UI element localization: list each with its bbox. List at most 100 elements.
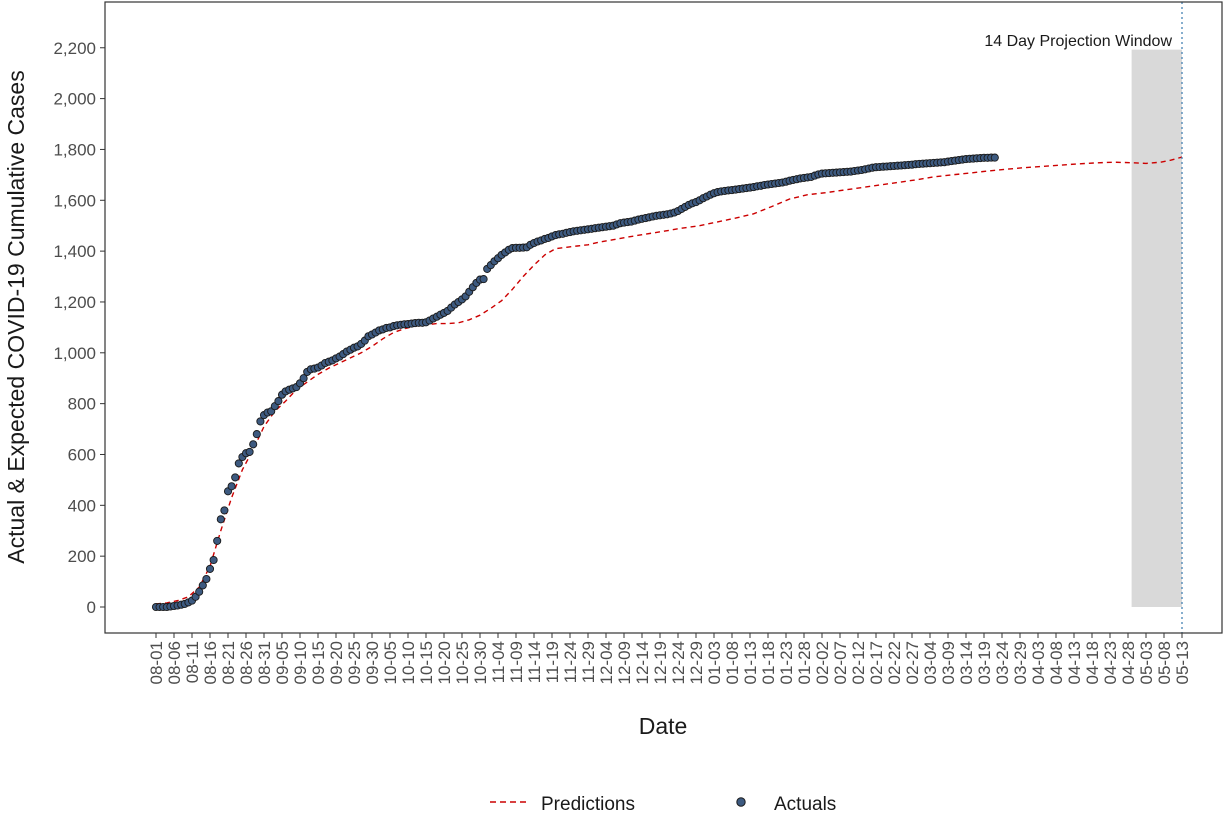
x-tick-label: 09-05 — [273, 641, 292, 684]
x-tick-label: 03-04 — [921, 641, 940, 684]
predictions-line — [155, 156, 1183, 605]
x-tick-label: 08-01 — [147, 641, 166, 684]
x-tick-label: 01-18 — [759, 641, 778, 684]
x-tick-label: 11-04 — [489, 641, 508, 683]
y-tick-label: 2,000 — [53, 90, 96, 109]
y-tick-label: 1,600 — [53, 191, 96, 210]
x-tick-label: 12-09 — [615, 641, 634, 684]
y-tick-label: 400 — [68, 496, 96, 515]
x-tick-label: 11-29 — [579, 641, 598, 683]
y-tick-label: 0 — [87, 598, 96, 617]
legend-actuals-label: Actuals — [774, 794, 836, 814]
x-tick-label: 01-03 — [705, 641, 724, 684]
x-tick-label: 04-08 — [1047, 641, 1066, 684]
y-tick-label: 800 — [68, 395, 96, 414]
x-tick-label: 02-12 — [849, 641, 868, 684]
projection-window-layer — [1131, 49, 1182, 607]
x-tick-label: 04-03 — [1029, 641, 1048, 684]
x-tick-label: 04-13 — [1065, 641, 1084, 684]
x-tick-label: 09-30 — [363, 641, 382, 684]
x-tick-label: 09-20 — [327, 641, 346, 684]
x-tick-label: 01-23 — [777, 641, 796, 684]
x-tick-label: 10-10 — [399, 641, 418, 684]
actuals-point — [227, 482, 236, 491]
x-tick-label: 08-06 — [165, 641, 184, 684]
x-tick-label: 08-16 — [201, 641, 220, 684]
y-axis: 0 200 400 600 800 1,000 1,200 1,400 1,600 1,800 2,… — [53, 39, 105, 617]
actuals-point — [249, 440, 258, 449]
y-axis-title: Actual & Expected COVID-19 Cumulative Ca… — [3, 70, 29, 563]
actuals-point — [479, 275, 488, 284]
x-tick-label: 01-28 — [795, 641, 814, 684]
actuals-point — [990, 153, 999, 162]
x-tick-label: 11-24 — [561, 641, 580, 683]
x-tick-label: 09-25 — [345, 641, 364, 684]
y-tick-label: 200 — [68, 547, 96, 566]
x-tick-label: 12-04 — [597, 641, 616, 684]
x-axis-title: Date — [639, 713, 688, 739]
x-tick-label: 03-19 — [975, 641, 994, 684]
legend-actuals-key — [736, 797, 746, 807]
actuals-point — [205, 564, 215, 573]
actuals-point — [234, 459, 243, 468]
x-tick-label: 04-28 — [1119, 641, 1138, 684]
actuals-point — [209, 555, 218, 565]
y-tick-label: 1,400 — [53, 242, 96, 261]
actuals-point — [299, 374, 308, 383]
y-tick-label: 1,800 — [53, 140, 96, 159]
x-tick-label: 03-14 — [957, 641, 976, 684]
y-tick-label: 1,200 — [53, 293, 96, 312]
predictions-layer — [155, 156, 1183, 605]
legend-predictions-label: Predictions — [541, 794, 635, 814]
x-tick-label: 09-15 — [309, 641, 328, 684]
x-tick-label: 10-20 — [435, 641, 454, 684]
projection-window-band — [1131, 49, 1182, 607]
x-tick-label: 08-31 — [255, 641, 274, 684]
x-tick-label: 11-19 — [543, 641, 562, 683]
x-tick-label: 10-15 — [417, 641, 436, 684]
y-tick-label: 2,200 — [53, 39, 96, 58]
actuals-point — [231, 473, 240, 482]
actuals-point — [220, 506, 229, 515]
x-tick-label: 05-13 — [1173, 641, 1192, 684]
x-tick-label: 08-11 — [183, 641, 202, 683]
x-tick-label: 12-29 — [687, 641, 706, 684]
actuals-layer — [151, 153, 999, 612]
x-tick-label: 12-19 — [651, 641, 670, 684]
actuals-point — [198, 581, 207, 590]
x-tick-label: 12-24 — [669, 641, 688, 684]
x-tick-label: 05-08 — [1155, 641, 1174, 684]
x-tick-label: 04-18 — [1083, 641, 1102, 684]
x-tick-label: 10-25 — [453, 641, 472, 684]
x-axis: 08-01 08-06 08-11 08-16 08-21 08-26 08-31 09-05… — [147, 633, 1192, 684]
x-tick-label: 10-05 — [381, 641, 400, 684]
y-tick-label: 1,000 — [53, 344, 96, 363]
x-tick-label: 01-08 — [723, 641, 742, 684]
x-tick-label: 11-14 — [525, 641, 544, 683]
x-tick-label: 02-02 — [813, 641, 832, 684]
plot-panel-background — [105, 2, 1222, 633]
x-tick-label: 02-17 — [867, 641, 886, 684]
actuals-point — [202, 574, 211, 584]
x-tick-label: 12-14 — [633, 641, 652, 684]
actuals-point — [213, 536, 222, 545]
x-tick-label: 09-10 — [291, 641, 310, 684]
x-tick-label: 08-26 — [237, 641, 256, 684]
x-tick-label: 03-29 — [1011, 641, 1030, 684]
plot-panel-border — [104, 1, 1223, 634]
x-tick-label: 11-09 — [507, 641, 526, 683]
actuals-point — [256, 417, 265, 426]
x-tick-label: 01-13 — [741, 641, 760, 684]
annotation-projection-window: 14 Day Projection Window — [984, 33, 1172, 50]
actuals-point — [245, 447, 254, 456]
x-tick-label: 05-03 — [1137, 641, 1156, 684]
actuals-point — [252, 430, 261, 439]
x-tick-label: 03-24 — [993, 641, 1012, 684]
y-tick-label: 600 — [68, 445, 96, 464]
x-tick-label: 08-21 — [219, 641, 238, 684]
x-tick-label: 02-27 — [903, 641, 922, 684]
actuals-point — [216, 515, 225, 524]
actuals-point — [274, 397, 283, 406]
legend: Predictions Actuals — [490, 794, 836, 814]
